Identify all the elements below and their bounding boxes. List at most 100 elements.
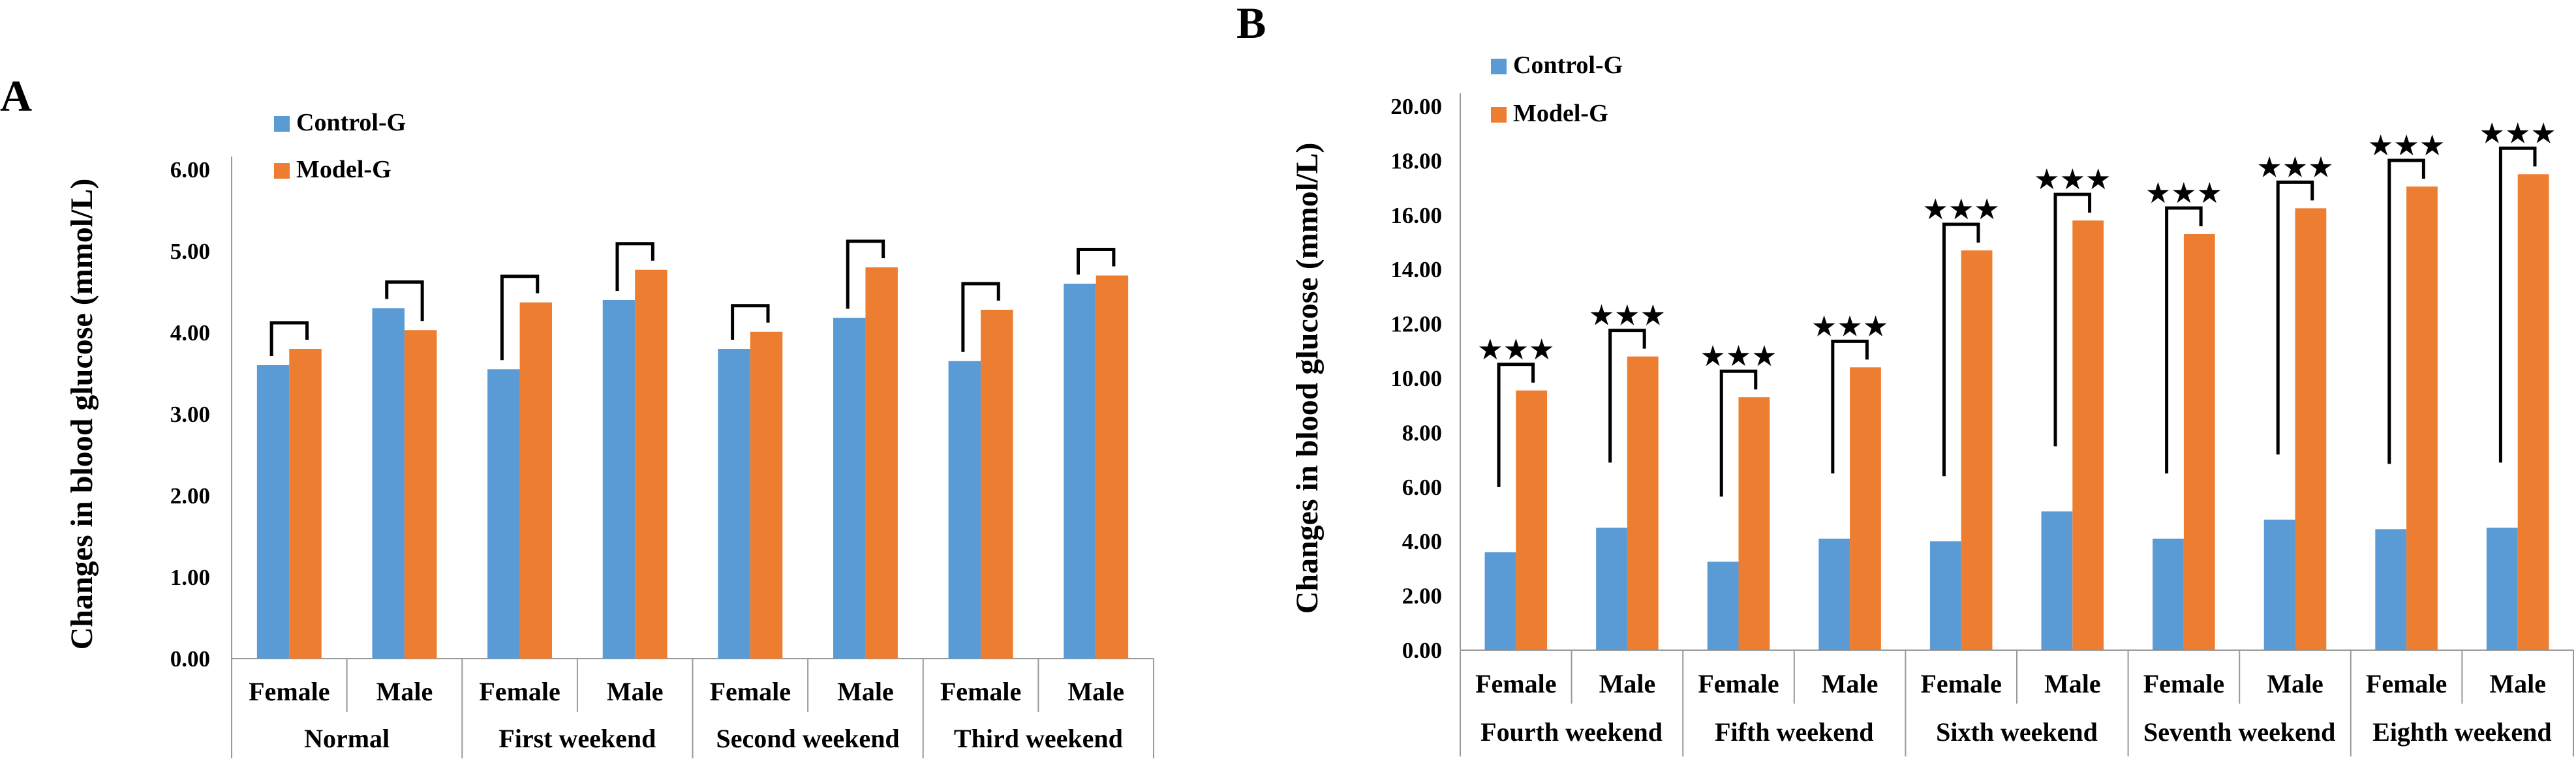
bar-control <box>487 369 520 659</box>
bar-control <box>833 318 866 659</box>
bar-model <box>2072 220 2104 650</box>
significance-bracket <box>500 275 540 361</box>
significance-bracket <box>2165 206 2203 474</box>
y-tick-label: 6.00 <box>170 157 210 183</box>
y-tick-label: 4.00 <box>1402 529 1442 554</box>
bar-model <box>635 269 667 659</box>
legend-label: Model-G <box>296 156 391 183</box>
bar-control <box>948 361 981 659</box>
bar-model <box>404 330 437 659</box>
x-tick-label: Male <box>1822 669 1878 698</box>
bar-model <box>1738 397 1770 650</box>
y-tick-label: 16.00 <box>1390 203 1442 228</box>
y-tick-label: 4.00 <box>170 320 210 346</box>
group-label: Eighth weekend <box>2372 717 2552 747</box>
significance-stars: ★★★ <box>2479 117 2556 150</box>
bar-model <box>1961 250 1993 650</box>
legend-swatch <box>1491 107 1507 123</box>
significance-stars: ★★★ <box>2368 129 2445 162</box>
bar-model <box>1096 275 1129 659</box>
x-tick-label: Female <box>1698 669 1779 698</box>
significance-bracket <box>961 282 1000 352</box>
bar-control <box>1484 552 1516 650</box>
bar-control <box>1596 528 1627 650</box>
x-tick-label: Female <box>479 677 560 706</box>
bar-control <box>256 365 290 659</box>
legend-swatch <box>274 116 290 132</box>
bar-control <box>372 308 405 659</box>
significance-bracket <box>2053 192 2092 447</box>
y-tick-label: 5.00 <box>170 239 210 264</box>
x-tick-label: Female <box>1921 669 2002 698</box>
bar-control <box>1818 539 1850 650</box>
significance-bracket <box>1942 222 1980 477</box>
group-label: Fifth weekend <box>1715 717 1873 747</box>
bar-model <box>519 302 553 659</box>
group-label: Sixth weekend <box>1936 717 2098 747</box>
significance-stars: ★★★ <box>2256 151 2333 184</box>
significance-bracket <box>846 239 885 309</box>
bar-model <box>2295 208 2327 650</box>
bar-model <box>289 349 322 659</box>
x-tick-label: Female <box>1475 669 1556 698</box>
group-label: Fourth weekend <box>1480 717 1663 747</box>
significance-bracket <box>1608 329 1646 463</box>
y-tick-label: 0.00 <box>170 646 210 672</box>
x-tick-label: Male <box>607 677 664 706</box>
y-tick-label: 12.00 <box>1390 312 1442 337</box>
bar-model <box>981 310 1013 659</box>
significance-bracket <box>731 304 770 340</box>
bar-control <box>602 300 636 659</box>
significance-bracket <box>1831 339 1869 474</box>
bar-model <box>2517 174 2549 650</box>
x-tick-label: Female <box>249 677 330 706</box>
x-tick-label: Male <box>376 677 433 706</box>
group-label: First weekend <box>498 724 656 753</box>
x-tick-label: Male <box>2267 669 2323 698</box>
significance-stars: ★★★ <box>2034 163 2111 196</box>
bar-control <box>2041 511 2073 650</box>
group-label: Third weekend <box>954 724 1123 753</box>
y-tick-label: 14.00 <box>1390 257 1442 282</box>
panel-label: A <box>0 71 32 121</box>
bar-control <box>718 349 750 659</box>
chart-panel-b: B Changes in blood glucose (mmol/L) 0.00 2.… <box>1236 0 2574 756</box>
bar-model <box>1627 356 1659 650</box>
significance-stars: ★★★ <box>1477 333 1554 366</box>
legend-label: Control-G <box>1513 52 1623 79</box>
significance-stars: ★★★ <box>1811 310 1888 343</box>
x-tick-label: Female <box>710 677 791 706</box>
y-axis-label: Changes in blood glucose (mmol/L) <box>1290 143 1325 614</box>
significance-stars: ★★★ <box>1923 193 2000 226</box>
panel-label: B <box>1236 0 1266 48</box>
y-tick-label: 18.00 <box>1390 148 1442 173</box>
significance-bracket <box>2276 180 2314 455</box>
y-tick-label: 8.00 <box>1402 420 1442 445</box>
x-tick-label: Male <box>1067 677 1124 706</box>
x-tick-label: Male <box>1599 669 1656 698</box>
group-label: Second weekend <box>716 724 900 753</box>
y-tick-label: 1.00 <box>170 565 210 590</box>
bar-model <box>865 267 898 659</box>
significance-stars: ★★★ <box>2145 177 2222 210</box>
significance-bracket <box>1719 369 1758 497</box>
y-axis-label: Changes in blood glucose (mmol/L) <box>65 179 99 650</box>
bar-control <box>2375 529 2407 650</box>
chart-panel-a: A Changes in blood glucose (mmol/L) 0.00 1.… <box>0 71 1154 758</box>
y-tick-label: 2.00 <box>170 483 210 509</box>
significance-stars: ★★★ <box>1700 340 1777 373</box>
x-tick-label: Female <box>2143 669 2224 698</box>
significance-bracket <box>1497 363 1535 487</box>
significance-bracket <box>1076 248 1116 275</box>
bar-control <box>1064 284 1096 659</box>
bar-control <box>2153 539 2184 650</box>
x-tick-label: Male <box>2044 669 2101 698</box>
legend-label: Model-G <box>1513 100 1608 127</box>
bar-control <box>2486 528 2518 650</box>
legend-swatch <box>274 163 290 179</box>
significance-bracket <box>269 321 309 356</box>
legend-label: Control-G <box>296 109 406 136</box>
x-tick-label: Female <box>940 677 1021 706</box>
group-label: Normal <box>304 724 390 753</box>
